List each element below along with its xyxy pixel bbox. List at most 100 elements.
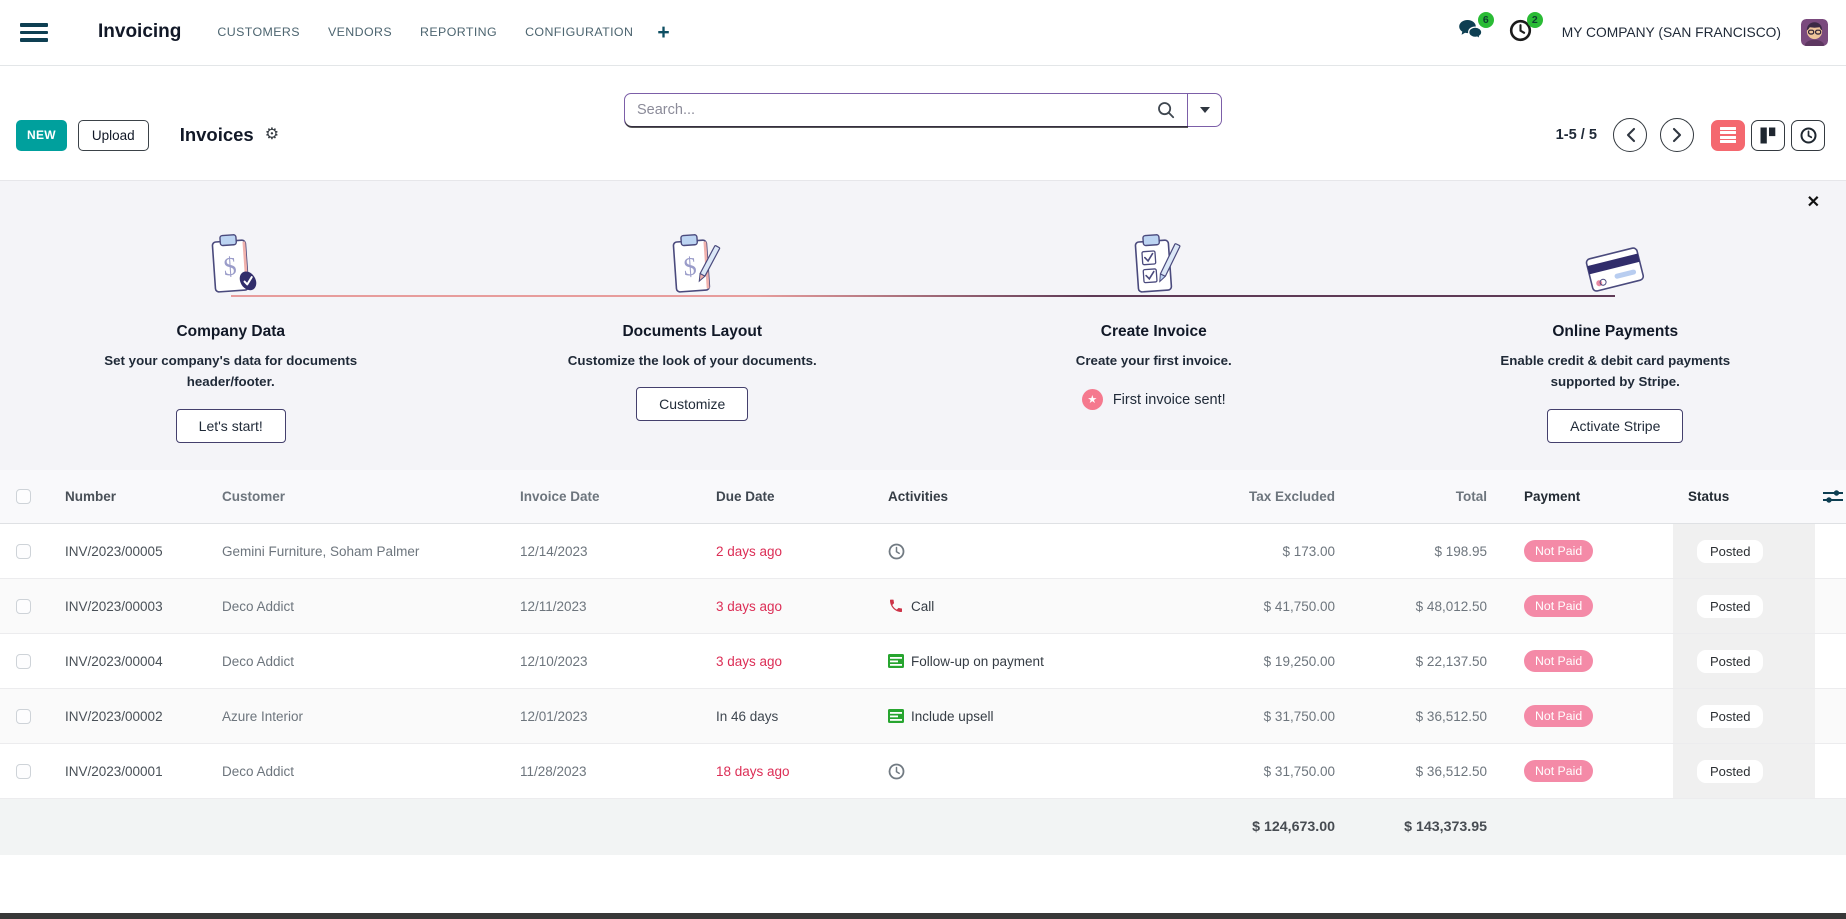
row-checkbox[interactable] [16, 598, 31, 614]
control-panel: NEW Upload Invoices ⚙ 1-5 / 5 [0, 66, 1846, 180]
column-header-activities[interactable]: Activities [888, 489, 949, 504]
column-header-invoice-date[interactable]: Invoice Date [520, 489, 600, 504]
row-checkbox[interactable] [16, 653, 31, 669]
pager-next-button[interactable] [1660, 118, 1694, 152]
company-name[interactable]: MY COMPANY (SAN FRANCISCO) [1561, 25, 1781, 40]
menu-reporting[interactable]: REPORTING [420, 25, 498, 40]
optional-columns-icon[interactable] [1823, 489, 1843, 504]
row-checkbox[interactable] [16, 708, 31, 724]
activity-cell[interactable]: Follow-up on payment [886, 634, 1060, 688]
menu-customers[interactable]: CUSTOMERS [217, 25, 300, 40]
payment-status-badge: Not Paid [1524, 760, 1594, 782]
payment-status-badge: Not Paid [1524, 650, 1594, 672]
invoice-customer[interactable]: Deco Addict [222, 653, 295, 669]
list-icon [1720, 125, 1736, 145]
step-description: Customize the look of your documents. [567, 353, 817, 368]
activity-label: Call [911, 598, 935, 614]
gear-icon[interactable]: ⚙ [264, 126, 280, 143]
invoice-number[interactable]: INV/2023/00002 [65, 708, 163, 724]
column-header-number[interactable]: Number [65, 489, 117, 504]
activity-cell[interactable]: Include upsell [886, 689, 1060, 743]
list-activity-icon[interactable] [888, 654, 904, 668]
invoice-customer[interactable]: Gemini Furniture, Soham Palmer [222, 543, 420, 559]
search-options-toggle[interactable] [1188, 94, 1221, 126]
table-row[interactable]: INV/2023/00003 Deco Addict 12/11/2023 3 day… [0, 579, 1846, 634]
due-date: 3 days ago [716, 598, 783, 614]
onboarding-step-documents-layout: $ Documents Layout Customize the look of … [462, 223, 924, 470]
invoice-number[interactable]: INV/2023/00001 [65, 763, 163, 779]
column-header-tax-excluded[interactable]: Tax Excluded [1248, 489, 1335, 504]
step-done-label: First invoice sent! [1112, 391, 1226, 408]
invoice-customer[interactable]: Deco Addict [222, 598, 295, 614]
column-header-total[interactable]: Total [1455, 489, 1487, 504]
activity-label: Follow-up on payment [911, 653, 1044, 669]
close-onboarding-icon[interactable]: ✕ [1806, 194, 1820, 211]
view-switcher [1711, 119, 1825, 151]
svg-text:$: $ [683, 252, 698, 282]
clipboard-dollar-pen-icon: $ [462, 223, 924, 305]
column-header-status[interactable]: Status [1688, 489, 1730, 504]
top-navbar: Invoicing CUSTOMERS VENDORS REPORTING CONFI… [0, 0, 1846, 66]
clock-activity-icon[interactable] [888, 543, 905, 560]
invoice-number[interactable]: INV/2023/00005 [65, 543, 163, 559]
total-amount: $ 143,373.95 [1404, 819, 1487, 835]
pager-previous-button[interactable] [1613, 118, 1647, 152]
new-button[interactable]: NEW [16, 119, 67, 151]
activity-view-button[interactable] [1791, 119, 1825, 151]
invoice-number[interactable]: INV/2023/00004 [65, 653, 163, 669]
invoice-date: 11/28/2023 [520, 763, 587, 779]
menu-vendors[interactable]: VENDORS [327, 25, 393, 40]
row-checkbox[interactable] [16, 543, 31, 559]
select-all-checkbox[interactable] [16, 489, 31, 504]
clock-icon [1800, 127, 1816, 143]
activity-cell[interactable] [886, 524, 1060, 578]
apps-menu-icon[interactable] [20, 19, 48, 46]
due-date: 18 days ago [716, 763, 790, 779]
step-title: Online Payments [1552, 323, 1679, 340]
menu-configuration[interactable]: CONFIGURATION [525, 25, 634, 40]
user-avatar[interactable] [1801, 19, 1828, 46]
tax-excluded-amount: $ 41,750.00 [1263, 598, 1335, 614]
onboarding-step-company-data: $ Company Data Set your company's data fo… [0, 223, 462, 470]
status-badge: Posted [1697, 539, 1764, 563]
invoice-customer[interactable]: Azure Interior [222, 708, 304, 724]
table-row[interactable]: INV/2023/00005 Gemini Furniture, Soham Pa… [0, 524, 1846, 579]
list-view-button[interactable] [1711, 119, 1745, 151]
activity-cell[interactable] [886, 744, 1060, 798]
chevron-down-icon [1199, 107, 1210, 113]
row-checkbox[interactable] [16, 763, 31, 779]
kanban-view-button[interactable] [1751, 119, 1785, 151]
step-description: Create your first invoice. [1075, 353, 1232, 368]
activity-cell[interactable]: Call [886, 579, 1060, 633]
invoice-customer[interactable]: Deco Addict [222, 763, 295, 779]
clock-activity-icon[interactable] [888, 763, 905, 780]
due-date: 2 days ago [716, 543, 783, 559]
search-icon[interactable] [1157, 101, 1175, 119]
onboarding-progress-line [231, 295, 1615, 298]
search-bar [624, 93, 1222, 127]
table-row[interactable]: INV/2023/00002 Azure Interior 12/01/2023 In… [0, 689, 1846, 744]
search-input[interactable] [625, 102, 1157, 118]
invoice-date: 12/10/2023 [520, 653, 588, 669]
messages-button[interactable]: 6 [1458, 12, 1494, 46]
phone-activity-icon[interactable] [888, 598, 904, 614]
messages-badge: 6 [1477, 12, 1494, 28]
column-header-payment[interactable]: Payment [1524, 489, 1581, 504]
invoice-number[interactable]: INV/2023/00003 [65, 598, 163, 614]
activate-stripe-button[interactable]: Activate Stripe [1547, 408, 1684, 443]
column-header-customer[interactable]: Customer [222, 489, 286, 504]
let-s-start--button[interactable]: Let's start! [175, 408, 286, 443]
table-row[interactable]: INV/2023/00004 Deco Addict 12/10/2023 3 day… [0, 634, 1846, 689]
clock-icon [1509, 19, 1532, 47]
activities-button[interactable]: 2 [1509, 11, 1543, 47]
onboarding-step-online-payments: Online Payments Enable credit & debit car… [1385, 223, 1846, 470]
table-row[interactable]: INV/2023/00001 Deco Addict 11/28/2023 18 da… [0, 744, 1846, 799]
plus-icon[interactable]: + [657, 20, 670, 44]
customize-button[interactable]: Customize [636, 387, 749, 422]
app-title[interactable]: Invoicing [98, 21, 182, 43]
list-activity-icon[interactable] [888, 709, 904, 723]
status-badge: Posted [1697, 649, 1764, 673]
column-header-due-date[interactable]: Due Date [716, 489, 775, 504]
upload-button[interactable]: Upload [77, 119, 149, 151]
